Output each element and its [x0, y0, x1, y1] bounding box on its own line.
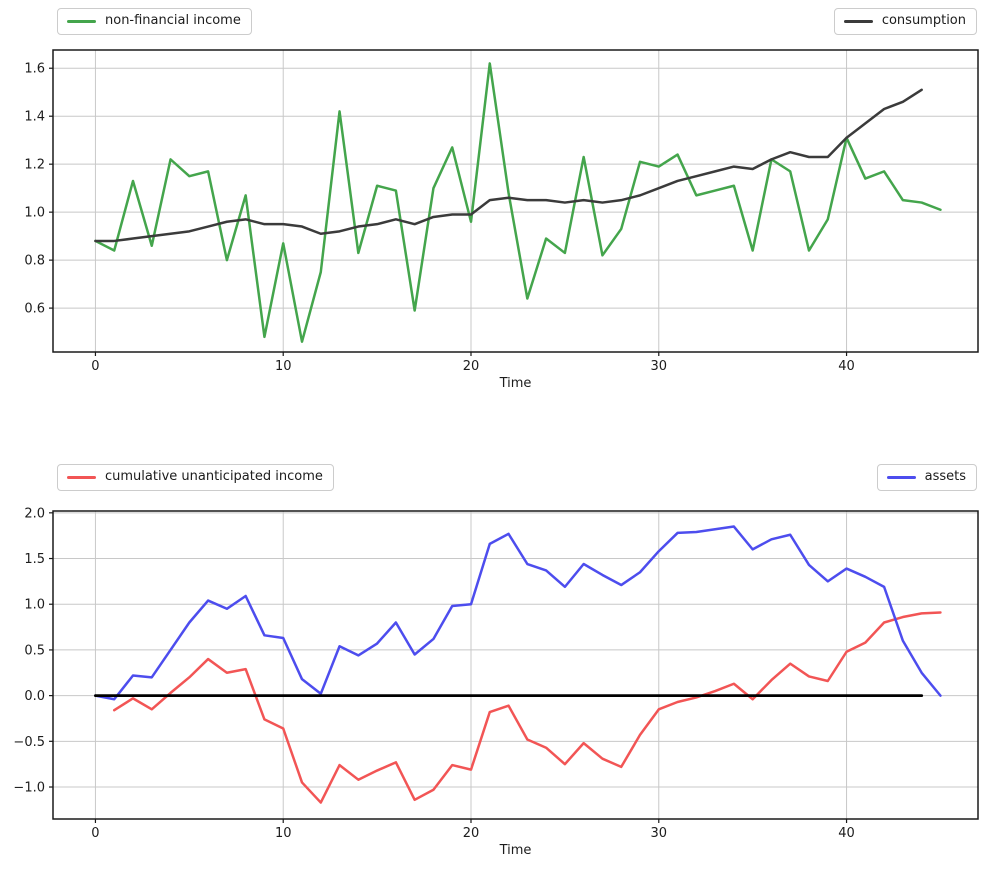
x-tick-label: 10: [275, 359, 292, 374]
x-tick-label: 30: [651, 826, 668, 841]
y-tick-label: 0.0: [24, 689, 45, 704]
x-tick-label: 0: [91, 359, 99, 374]
green-line-swatch: [67, 19, 96, 23]
x-tick-label: 20: [463, 359, 480, 374]
y-tick-label: 1.0: [24, 206, 45, 221]
y-tick-label: −1.0: [13, 781, 45, 796]
legend-consumption: consumption: [833, 8, 977, 35]
chart-0: 0 10 20 30 40 0.6 0.8 1.0 1.2 1.4 1.6: [24, 49, 979, 374]
legend-assets: assets: [876, 464, 977, 491]
consumption-line: [94, 88, 923, 243]
top-chart-x-axis-title: Time: [499, 376, 532, 391]
y-tick-label: 0.6: [24, 302, 45, 317]
legend-label-assets: assets: [924, 469, 966, 484]
x-tick-label: 10: [275, 826, 292, 841]
y-tick-label: 1.5: [24, 552, 45, 567]
y-tick-label: 0.8: [24, 254, 45, 269]
y-tick-label: 0.5: [24, 643, 45, 658]
y-tick-label: 1.0: [24, 598, 45, 613]
x-tick-label: 30: [651, 359, 668, 374]
plot-border: [52, 49, 979, 353]
assets-line: [94, 525, 942, 701]
non-financial-income-line: [94, 62, 942, 343]
x-tick-label: 20: [463, 826, 480, 841]
plot-border: [52, 510, 979, 820]
cumulative-unanticipated-income-line: [112, 611, 942, 804]
legend-label-consumption: consumption: [881, 13, 966, 28]
red-line-swatch: [67, 475, 96, 479]
legend-label-cumulative-unanticipated-income: cumulative unanticipated income: [105, 469, 323, 484]
legend-non-financial-income: non-financial income: [57, 8, 252, 35]
x-tick-label: 0: [91, 826, 99, 841]
y-tick-label: 2.0: [24, 506, 45, 521]
y-tick-label: −0.5: [13, 735, 45, 750]
x-tick-label: 40: [838, 826, 855, 841]
dark-line-swatch: [843, 19, 873, 23]
legend-cumulative-unanticipated-income: cumulative unanticipated income: [57, 464, 334, 491]
y-tick-label: 1.6: [24, 62, 45, 77]
y-tick-label: 1.4: [24, 110, 45, 125]
blue-line-swatch: [886, 475, 916, 479]
chart-1: 0 10 20 30 40 −1.0 −0.5 0.0 0.5 1.0 1.5 2.0: [13, 506, 979, 841]
bottom-chart-x-axis-title: Time: [499, 843, 532, 858]
legend-label-non-financial-income: non-financial income: [105, 13, 241, 28]
x-tick-label: 40: [838, 359, 855, 374]
y-tick-label: 1.2: [24, 158, 45, 173]
